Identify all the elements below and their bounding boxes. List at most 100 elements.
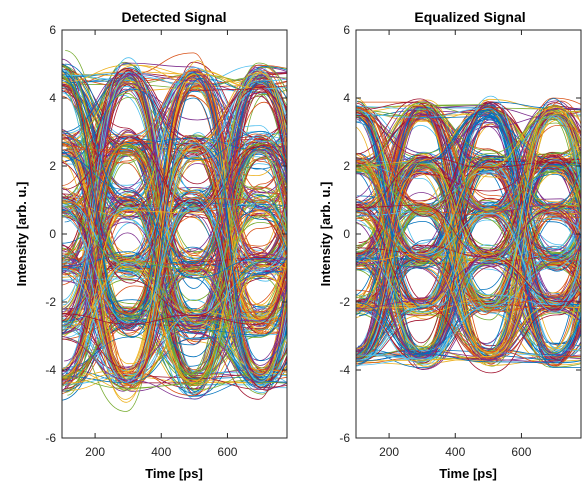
equalized-signal-trace — [356, 292, 581, 367]
detected-signal-trace — [65, 138, 287, 332]
equalized-signal-trace — [357, 117, 581, 225]
detected-signal-ytick-label: -2 — [45, 295, 56, 309]
equalized-signal-trace — [356, 109, 581, 308]
detected-signal-trace — [62, 75, 287, 373]
equalized-signal-trace — [357, 106, 581, 216]
detected-signal-xtick-label: 600 — [217, 445, 237, 459]
detected-signal-trace — [62, 267, 287, 325]
equalized-signal-trace — [357, 171, 581, 347]
detected-signal-trace — [62, 273, 287, 322]
detected-signal-xtick-label: 400 — [151, 445, 171, 459]
equalized-signal-ytick-label: 4 — [343, 91, 350, 105]
detected-signal-trace — [62, 134, 287, 262]
equalized-signal-trace — [356, 114, 581, 355]
equalized-signal-trace — [356, 164, 581, 356]
equalized-signal-trace — [356, 113, 581, 265]
equalized-signal-xtick-label: 600 — [511, 445, 531, 459]
detected-signal-ytick-label: 0 — [49, 227, 56, 241]
equalized-signal-trace — [358, 115, 581, 363]
detected-signal-trace — [62, 78, 287, 383]
equalized-signal-trace — [356, 205, 581, 374]
equalized-signal-ytick-label: 0 — [343, 227, 350, 241]
equalized-signal-trace — [356, 208, 581, 352]
equalized-signal-trace — [357, 214, 581, 364]
detected-signal-trace — [63, 71, 287, 362]
equalized-signal-trace — [356, 173, 581, 362]
detected-signal-ytick-label: 2 — [49, 159, 56, 173]
detected-signal-trace — [62, 290, 287, 384]
equalized-signal-trace — [356, 211, 581, 306]
equalized-signal-trace — [356, 158, 581, 358]
detected-signal-trace — [62, 198, 287, 382]
equalized-signal-trace — [357, 302, 581, 364]
detected-signal-trace — [64, 72, 287, 376]
detected-signal-trace — [62, 69, 287, 388]
detected-signal-trace — [62, 143, 287, 376]
equalized-signal-trace — [360, 104, 581, 316]
detected-signal-trace — [62, 73, 287, 217]
detected-signal-trace — [62, 80, 287, 279]
detected-signal-trace — [62, 134, 287, 392]
detected-signal-title: Detected Signal — [121, 9, 226, 25]
detected-signal-trace — [62, 81, 287, 264]
equalized-signal-trace — [356, 104, 581, 205]
detected-signal-trace — [63, 203, 287, 369]
detected-signal-trace — [62, 76, 287, 274]
detected-signal-trace — [62, 86, 287, 284]
equalized-signal-trace — [356, 262, 581, 323]
equalized-signal-trace — [356, 164, 581, 287]
detected-signal-trace — [68, 221, 287, 383]
equalized-signal-trace — [358, 113, 581, 354]
detected-signal-ytick-label: 6 — [49, 23, 56, 37]
equalized-signal-trace — [357, 157, 581, 212]
equalized-signal-trace — [356, 119, 581, 353]
equalized-signal-trace — [359, 107, 581, 356]
detected-signal-trace — [62, 75, 287, 283]
detected-signal-trace — [62, 134, 287, 217]
detected-signal-trace — [65, 203, 287, 379]
equalized-signal-ytick-label: -6 — [339, 431, 350, 445]
equalized-signal-xtick-label: 200 — [379, 445, 399, 459]
equalized-signal-trace — [356, 155, 581, 302]
detected-signal-trace — [62, 142, 287, 374]
detected-signal-trace — [62, 229, 287, 381]
detected-signal-trace — [62, 231, 287, 323]
detected-signal-trace — [62, 71, 287, 326]
equalized-signal-trace — [356, 158, 581, 364]
detected-signal-trace — [65, 88, 287, 175]
detected-signal-trace — [62, 143, 287, 384]
equalized-signal-trace — [356, 116, 581, 361]
equalized-signal-title: Equalized Signal — [414, 9, 525, 25]
equalized-signal-trace — [356, 204, 581, 303]
equalized-signal-trace — [356, 112, 581, 354]
equalized-signal-trace — [356, 98, 581, 311]
detected-signal-ylabel: Intensity [arb. u.] — [14, 182, 29, 287]
detected-signal-trace — [71, 192, 287, 375]
detected-signal-trace — [62, 85, 287, 207]
equalized-signal-ytick-label: -4 — [339, 363, 350, 377]
equalized-signal-trace — [356, 160, 581, 297]
equalized-signal-trace — [357, 106, 581, 292]
equalized-signal-panel: Equalized Signal -6 -4 -2 0 2 4 6 200 400 600 Tim… — [318, 9, 582, 481]
equalized-signal-trace — [358, 117, 581, 308]
detected-signal-trace — [62, 266, 287, 384]
equalized-signal-trace — [356, 167, 581, 350]
equalized-signal-ytick-label: 2 — [343, 159, 350, 173]
equalized-signal-trace — [357, 206, 581, 303]
detected-signal-trace — [62, 210, 287, 383]
equalized-signal-trace — [356, 163, 581, 314]
equalized-signal-trace — [356, 162, 581, 263]
detected-signal-trace — [62, 77, 287, 377]
equalized-signal-trace — [356, 137, 581, 266]
detected-signal-trace — [62, 74, 287, 325]
detected-signal-trace — [62, 133, 287, 266]
equalized-signal-ticks: -6 -4 -2 0 2 4 6 200 400 600 — [339, 23, 581, 459]
equalized-signal-trace — [356, 108, 581, 313]
equalized-signal-trace — [357, 217, 581, 313]
detected-signal-trace — [62, 140, 287, 389]
detected-signal-trace — [62, 245, 287, 381]
detected-signal-ticks: -6 -4 -2 0 2 4 6 200 400 600 — [45, 23, 287, 459]
equalized-signal-trace — [357, 95, 581, 362]
detected-signal-panel: Detected Signal -6 -4 -2 0 2 4 6 200 400 600 Time… — [14, 9, 288, 481]
